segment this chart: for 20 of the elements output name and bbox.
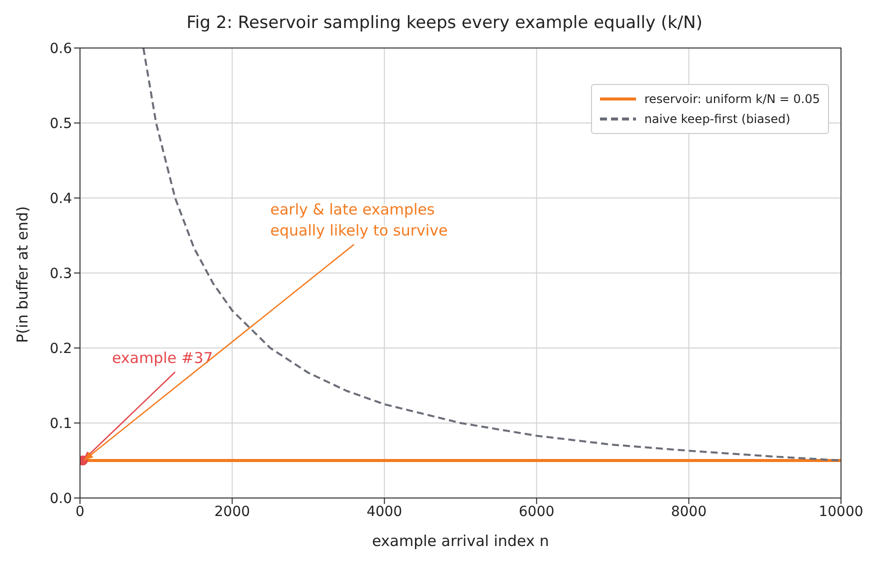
y-tick-label: 0.4: [50, 190, 72, 207]
x-tick-label: 6000: [518, 504, 554, 520]
y-tick-label: 0.2: [50, 340, 72, 357]
x-tick-label: 2000: [214, 504, 250, 520]
y-axis-title: P(in buffer at end): [13, 206, 32, 343]
x-tick-label: 4000: [366, 504, 402, 520]
x-axis-title: example arrival index n: [372, 532, 550, 550]
x-tick-label: 10000: [818, 504, 864, 520]
annotation: early & late examples equally likely to survive: [270, 200, 448, 240]
y-tick-label: 0.5: [50, 116, 72, 132]
annotation: example #37: [112, 349, 213, 367]
y-tick-label: 0.3: [50, 266, 72, 282]
y-tick-label: 0.0: [50, 490, 72, 507]
y-tick-label: 0.1: [50, 416, 72, 432]
legend-label: naive keep-first (biased): [644, 112, 790, 126]
x-tick-label: 8000: [670, 504, 707, 520]
y-tick-label: 0.6: [50, 40, 72, 57]
legend-label: reservoir: uniform k/N = 0.05: [644, 92, 820, 106]
chart-title: Fig 2: Reservoir sampling keeps every example equally (k/N): [186, 12, 704, 35]
x-tick-label: 0: [76, 504, 84, 520]
